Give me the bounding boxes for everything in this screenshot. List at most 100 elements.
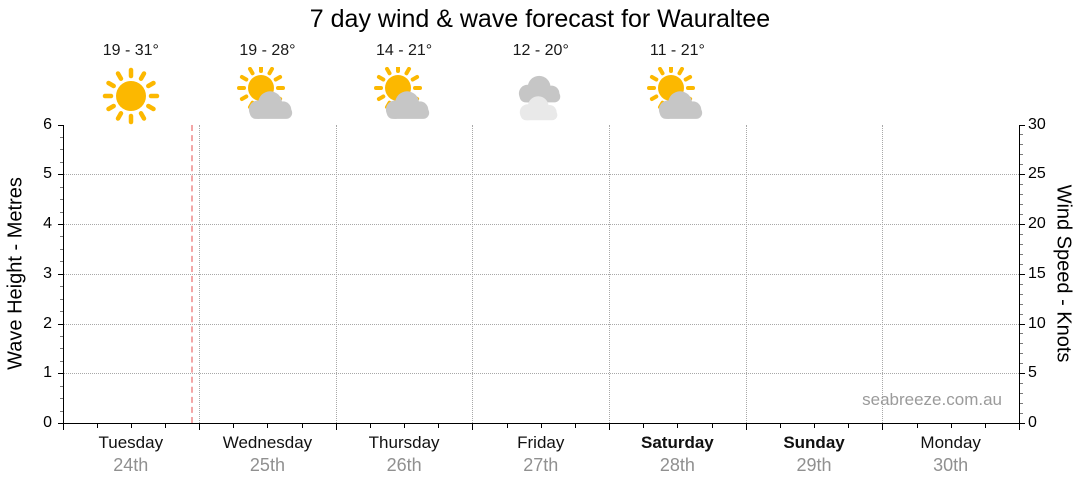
left-axis-tick — [59, 335, 63, 337]
left-axis-tick-label: 1 — [43, 364, 52, 382]
right-axis-tick — [1020, 204, 1023, 206]
bottom-axis-tick — [130, 424, 132, 428]
right-axis-tick — [1020, 154, 1023, 156]
bottom-axis-tick — [574, 424, 576, 428]
right-axis-tick — [1020, 134, 1023, 136]
temp-range-label: 19 - 28° — [239, 42, 296, 59]
left-axis-tick — [59, 410, 63, 412]
day-boundary-gridline — [199, 124, 201, 423]
bottom-axis-tick — [506, 424, 508, 428]
day-label: Thursday — [368, 433, 440, 452]
bottom-axis-tick — [745, 424, 747, 430]
day-boundary-gridline — [609, 124, 611, 423]
chart-title: 7 day wind & wave forecast for Wauraltee — [309, 5, 771, 33]
left-axis-tick — [59, 398, 63, 400]
bottom-axis-tick — [96, 424, 98, 428]
right-axis-line — [1019, 124, 1020, 423]
right-axis-tick-label: 15 — [1028, 264, 1046, 282]
right-axis-tick-label: 10 — [1028, 314, 1046, 332]
right-axis-tick — [1020, 393, 1023, 395]
right-axis-tick — [1020, 144, 1023, 146]
right-axis-tick — [1020, 194, 1023, 196]
right-axis-tick — [1020, 253, 1023, 255]
date-label: 29th — [796, 455, 832, 475]
h-gridline — [63, 273, 1019, 275]
left-axis-tick — [59, 211, 63, 213]
bottom-axis-tick — [677, 424, 679, 428]
day-boundary-gridline — [745, 124, 747, 423]
bottom-axis-tick — [164, 424, 166, 428]
left-axis-tick — [59, 236, 63, 238]
right-axis-tick-label: 30 — [1028, 115, 1046, 133]
bottom-axis-tick — [404, 424, 406, 428]
left-axis-tick-label: 5 — [43, 165, 52, 183]
bottom-axis-tick — [1019, 424, 1020, 430]
right-axis-tick — [1020, 224, 1025, 225]
bottom-axis-tick — [335, 424, 337, 430]
right-axis-tick — [1020, 343, 1023, 345]
right-axis-tick — [1020, 184, 1023, 186]
h-gridline — [63, 373, 1019, 375]
right-axis-tick — [1020, 214, 1023, 216]
left-axis-tick — [59, 385, 63, 387]
left-axis-tick — [57, 323, 63, 325]
right-axis-tick — [1020, 363, 1023, 365]
bottom-axis-tick — [984, 424, 986, 428]
bottom-axis-tick — [916, 424, 918, 428]
day-label: Tuesday — [98, 433, 164, 452]
temp-range-label: 11 - 21° — [649, 42, 705, 59]
left-axis-line — [62, 124, 64, 423]
left-axis-tick — [59, 261, 63, 263]
right-axis-tick — [1020, 403, 1023, 405]
weather-icon-sunny — [101, 67, 161, 125]
right-axis-tick-label: 0 — [1028, 414, 1037, 431]
left-axis-tick — [59, 186, 63, 188]
right-axis-tick-label: 20 — [1028, 215, 1046, 232]
bottom-axis-tick — [233, 424, 235, 428]
bottom-axis-tick — [199, 424, 201, 430]
left-axis-tick — [57, 224, 63, 225]
bottom-axis-tick — [882, 424, 884, 430]
day-boundary-gridline — [472, 124, 474, 423]
left-axis-tick-label: 3 — [43, 264, 52, 282]
left-axis-tick — [59, 248, 63, 250]
left-axis-tick-label: 6 — [43, 115, 52, 133]
date-label: 30th — [933, 455, 969, 475]
right-axis-tick — [1020, 413, 1023, 415]
right-axis-tick — [1020, 303, 1023, 305]
left-axis-tick-label: 4 — [43, 215, 52, 232]
bottom-axis-tick — [472, 424, 474, 430]
left-axis-tick — [59, 161, 63, 163]
right-axis-tick — [1020, 353, 1023, 355]
right-axis-tick — [1020, 273, 1025, 275]
right-axis-tick — [1020, 243, 1023, 245]
left-axis-tick — [57, 273, 63, 275]
left-axis-tick-label: 0 — [43, 414, 52, 431]
bottom-axis-tick — [950, 424, 952, 428]
right-axis-tick-label: 5 — [1028, 364, 1037, 382]
right-axis-tick — [1020, 423, 1025, 424]
weather-icon-partly-cloudy — [647, 64, 707, 125]
bottom-axis-tick — [540, 424, 542, 428]
right-axis-tick — [1020, 174, 1025, 176]
right-axis-tick — [1020, 283, 1023, 285]
day-label: Saturday — [641, 433, 714, 452]
left-axis-tick — [59, 149, 63, 151]
right-axis-tick — [1020, 263, 1023, 265]
left-axis-tick — [59, 360, 63, 362]
h-gridline — [63, 323, 1019, 325]
bottom-axis-tick — [301, 424, 303, 428]
left-axis-tick — [57, 373, 63, 375]
bottom-axis-tick — [609, 424, 611, 430]
left-axis-tick-label: 2 — [43, 314, 52, 332]
left-axis-tick — [59, 298, 63, 300]
bottom-axis-line — [62, 423, 1020, 424]
day-boundary-gridline — [335, 124, 337, 423]
left-axis-tick — [57, 174, 63, 176]
day-boundary-gridline — [882, 124, 884, 423]
temp-range-label: 19 - 31° — [102, 42, 159, 59]
bottom-axis-tick — [267, 424, 269, 428]
right-axis-tick — [1020, 124, 1025, 126]
left-axis-tick — [59, 199, 63, 201]
